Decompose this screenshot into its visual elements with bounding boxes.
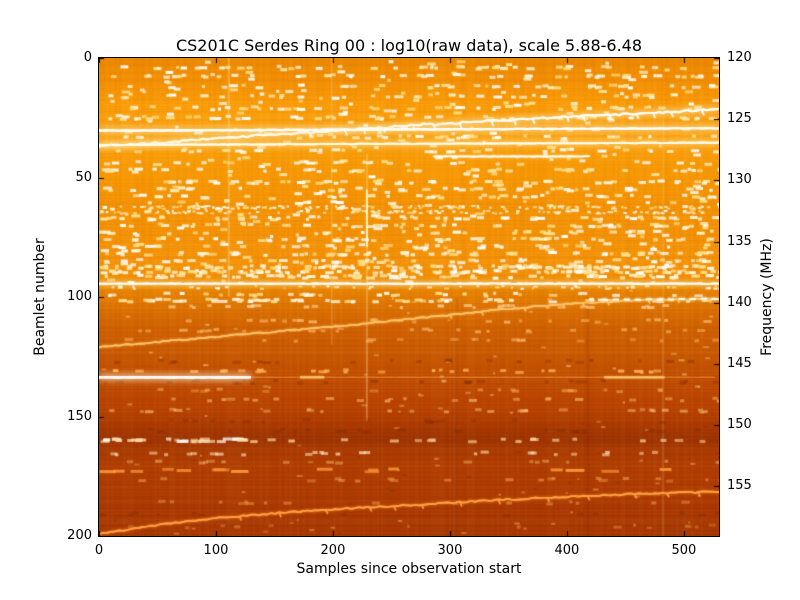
y-tick-label-beamlet: 100 [67,289,92,304]
y-tick-label-frequency: 145 [727,355,752,371]
heatmap-plot-area [99,58,719,536]
y-tick-label-beamlet: 200 [67,528,92,543]
y-tick-label-beamlet: 50 [75,169,92,185]
y-tick-label-frequency: 150 [727,417,752,433]
chart-title: CS201C Serdes Ring 00 : log10(raw data),… [175,36,643,55]
x-tick-label: 300 [437,543,463,558]
y-tick-label-beamlet: 0 [83,50,92,65]
y-tick-label-frequency: 125 [727,111,752,127]
x-tick-label: 500 [671,543,697,558]
x-tick-label: 200 [320,543,346,558]
x-tick-label: 400 [554,543,580,558]
y-tick-label-frequency: 120 [727,50,752,65]
y-tick-label-frequency: 135 [727,233,752,249]
x-tick-label: 0 [94,543,104,558]
y-tick-label-frequency: 130 [727,172,752,188]
x-tick-label: 100 [203,543,229,558]
y-axis-label-right: Frequency (MHz) [759,238,775,356]
y-tick-label-beamlet: 150 [67,408,92,424]
x-axis-label: Samples since observation start [296,561,522,577]
y-tick-label-frequency: 155 [727,478,752,494]
y-tick-label-frequency: 140 [727,294,752,310]
y-axis-label-left: Beamlet number [32,238,48,356]
